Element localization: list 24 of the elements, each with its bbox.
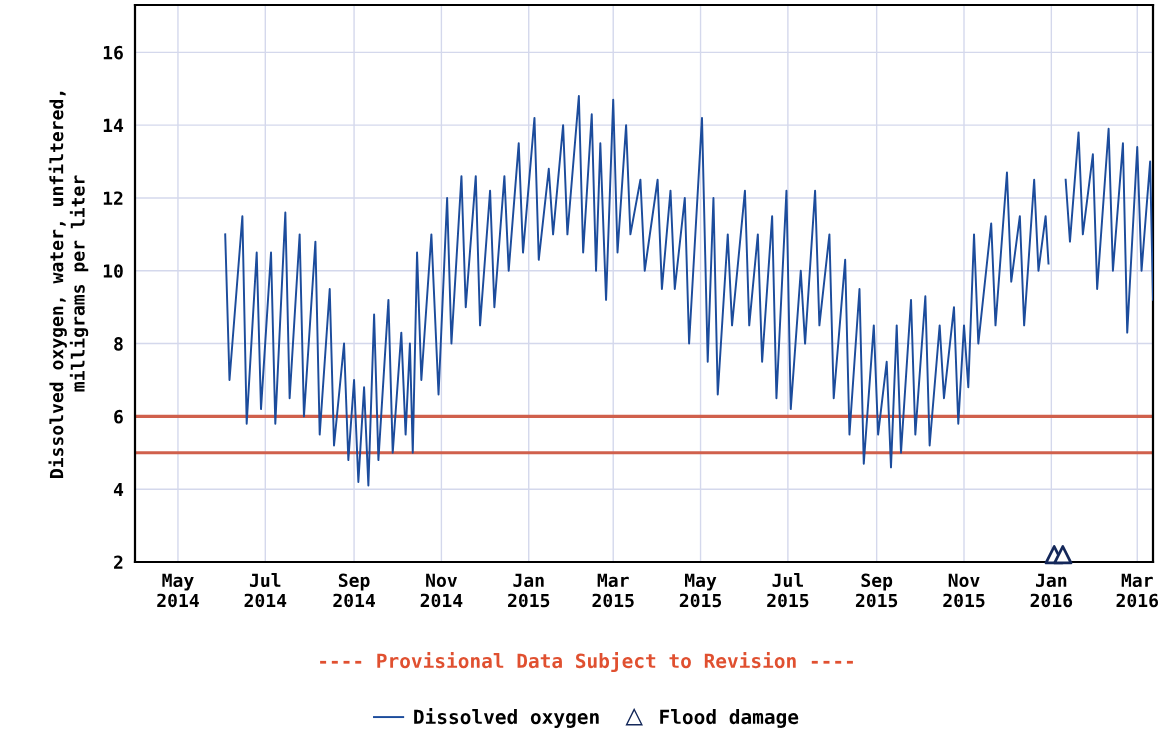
x-tick-label: Nov 2014	[420, 573, 463, 608]
x-tick-label: Jul 2015	[767, 573, 809, 608]
x-tick-label: Jan 2015	[508, 573, 550, 608]
y-tick-label: 10	[103, 264, 123, 278]
x-tick-label: Sep 2015	[855, 573, 898, 608]
y-tick-label: 2	[114, 555, 123, 569]
y-tick-label: 8	[114, 337, 123, 351]
y-tick-label: 14	[103, 118, 124, 132]
legend-label: Dissolved oxygen	[414, 708, 599, 728]
x-tick-label: Nov 2015	[943, 573, 985, 608]
x-tick-label: Jul 2014	[244, 573, 287, 608]
x-tick-label: Sep 2014	[333, 573, 375, 608]
x-tick-label: Mar 2015	[592, 573, 634, 608]
x-tick-label: May 2014	[157, 573, 199, 608]
legend-label: Flood damage	[660, 709, 799, 728]
y-tick-label: 6	[114, 409, 123, 424]
x-tick-label: May 2015	[679, 573, 722, 608]
y-axis-title: Dissolved oxygen, water, unfiltered, milligrams per liter	[48, 91, 89, 478]
y-tick-label: 16	[103, 45, 123, 60]
y-tick-label: 12	[103, 191, 123, 205]
x-tick-label: Mar 2016	[1116, 573, 1159, 608]
text: ---- Provisional Data Subject to Revision ----	[320, 652, 853, 672]
y-tick-label: 4	[113, 482, 124, 497]
x-tick-label: Jan 2016	[1030, 573, 1073, 608]
